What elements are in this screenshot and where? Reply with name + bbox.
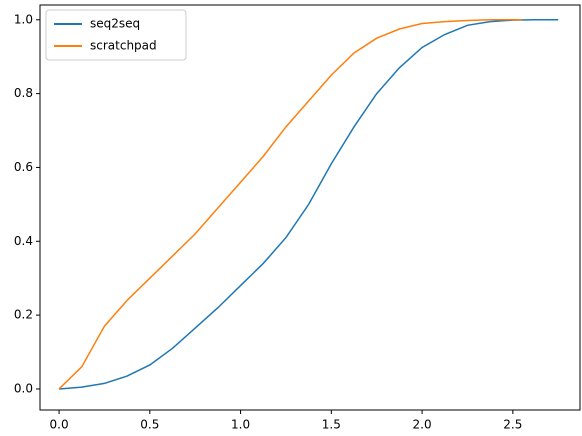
y-tick-label: 1.0 <box>14 12 33 26</box>
x-tick-label: 0.5 <box>140 418 159 432</box>
line <box>58 19 522 390</box>
x-tick-label: 2.5 <box>503 418 522 432</box>
y-tick-label: 0.2 <box>14 308 33 322</box>
x-tick-label: 1.0 <box>231 418 250 432</box>
x-tick-label: 2.0 <box>413 418 432 432</box>
x-tick-label: 1.5 <box>322 418 341 432</box>
axes-frame <box>39 4 581 411</box>
legend-label: seq2seq <box>90 17 140 31</box>
y-tick-label: 0.4 <box>14 234 33 248</box>
y-tick-label: 0.8 <box>14 86 33 100</box>
x-tick-label: 0.0 <box>50 418 69 432</box>
legend-box <box>45 9 187 61</box>
legend-label: scratchpad <box>90 39 157 53</box>
y-tick-label: 0.6 <box>14 160 33 174</box>
line <box>58 19 559 390</box>
y-tick-label: 0.0 <box>14 381 33 395</box>
